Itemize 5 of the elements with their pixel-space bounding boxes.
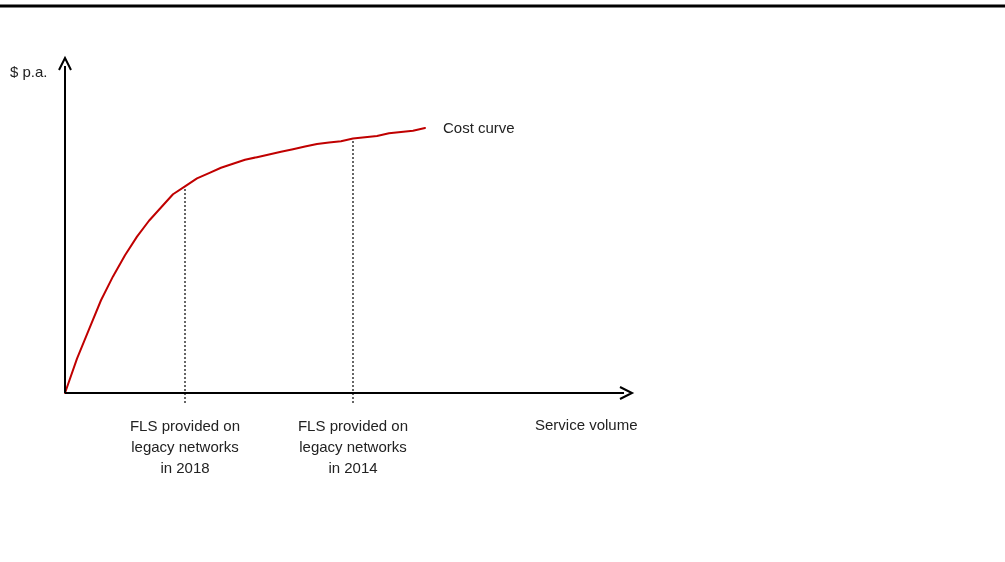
x-tick-label: FLS provided on legacy networks in 2018 [129, 417, 241, 476]
y-axis-title: $ p.a. [10, 63, 48, 80]
x-tick-label: FLS provided on legacy networks in 2014 [297, 417, 409, 476]
text: Service volume [535, 416, 638, 433]
series-label: Cost curve [443, 119, 515, 136]
